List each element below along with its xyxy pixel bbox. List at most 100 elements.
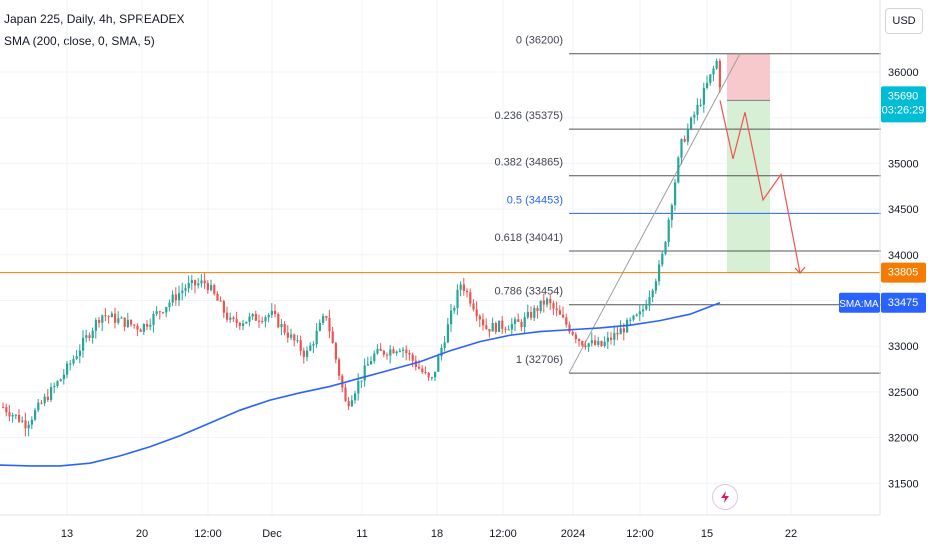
candle-body: [587, 343, 590, 348]
candle-body: [626, 320, 629, 333]
fib-level-label: 0.786 (33454): [495, 286, 564, 298]
candle-body: [235, 319, 238, 323]
candle-body: [50, 387, 53, 401]
candle-body: [392, 349, 395, 354]
candle-body: [117, 318, 120, 323]
candle-body: [664, 241, 667, 254]
candle-body: [219, 300, 222, 302]
candle-body: [350, 400, 353, 407]
fib-level-label: 1 (32706): [516, 354, 563, 366]
candle-body: [366, 364, 369, 366]
candle-body: [264, 317, 267, 322]
candlestick-series: [2, 58, 721, 437]
candle-body: [594, 340, 597, 345]
price-tick-label: 34500: [888, 204, 919, 216]
price-tick-label: 36000: [888, 67, 919, 79]
candle-body: [603, 341, 606, 347]
candle-body: [238, 322, 241, 326]
candle-body: [443, 342, 446, 348]
time-tick-label: 22: [785, 528, 797, 540]
candle-body: [200, 280, 203, 284]
time-tick-label: 12:00: [489, 528, 517, 540]
candle-body: [107, 316, 110, 318]
candle-body: [360, 380, 363, 382]
candle-body: [30, 419, 33, 425]
candle-body: [91, 330, 94, 338]
candle-body: [293, 334, 296, 341]
price-tick-label: 34000: [888, 250, 919, 262]
candle-body: [203, 280, 206, 284]
stop-zone: [727, 53, 770, 101]
line-price-label-text: 33805: [888, 267, 919, 279]
candle-body: [59, 379, 62, 382]
candle-body: [690, 117, 693, 129]
candle-body: [411, 354, 414, 361]
candle-body: [456, 289, 459, 308]
price-tick-label: 32500: [888, 387, 919, 399]
time-tick-label: 11: [356, 528, 367, 540]
candle-body: [110, 313, 113, 318]
fib-level-label: 0.236 (35375): [495, 110, 564, 122]
time-tick-label: 2024: [561, 528, 585, 540]
candle-body: [354, 393, 357, 401]
candle-body: [229, 317, 232, 320]
projection-path[interactable]: [719, 100, 806, 274]
candle-body: [126, 319, 129, 327]
candle-body: [382, 350, 385, 355]
candle-body: [699, 104, 702, 106]
short-position-tool[interactable]: [727, 53, 770, 273]
candle-body: [642, 309, 645, 312]
candle-body: [325, 316, 328, 318]
candle-body: [488, 329, 491, 332]
candle-body: [517, 319, 520, 322]
flash-icon[interactable]: [712, 484, 738, 510]
candle-body: [155, 311, 158, 314]
candle-body: [280, 323, 283, 328]
candle-body: [21, 420, 24, 422]
candle-body: [472, 303, 475, 310]
candle-body: [706, 82, 709, 88]
candle-body: [248, 316, 251, 322]
currency-button[interactable]: USD: [885, 8, 923, 34]
candle-body: [427, 372, 430, 378]
candle-body: [677, 157, 680, 183]
candle-body: [290, 334, 293, 338]
candle-body: [72, 358, 75, 364]
candle-body: [75, 356, 78, 359]
candle-body: [328, 317, 331, 332]
fibonacci-retracement[interactable]: 0 (36200) 0.236 (35375) 0.382 (34865) 0.5 (…: [495, 35, 882, 374]
candle-body: [613, 332, 616, 340]
candle-body: [542, 300, 545, 305]
candle-body: [62, 374, 65, 380]
projection-zigzag: [719, 100, 801, 274]
candle-body: [520, 321, 523, 328]
candle-body: [680, 139, 683, 158]
candle-body: [18, 414, 21, 422]
candle-body: [347, 401, 350, 407]
price-tick-label: 31500: [888, 478, 919, 490]
candle-body: [408, 352, 411, 355]
candle-body: [651, 290, 654, 298]
last-price-label-bg: [881, 86, 926, 123]
candle-body: [565, 317, 568, 325]
sma-path: [0, 302, 721, 467]
candle-body: [558, 310, 561, 315]
line-price-label-bg: [881, 262, 926, 283]
time-axis[interactable]: 13 20 12:00 Dec 11 18 12:00 2024 12:00 15 22: [61, 528, 797, 540]
candle-body: [571, 331, 574, 335]
candle-body: [434, 371, 437, 378]
candle-body: [222, 301, 225, 313]
indicator-legend[interactable]: SMA (200, close, 0, SMA, 5): [4, 34, 155, 48]
candle-body: [584, 345, 587, 348]
candle-body: [514, 319, 517, 324]
candle-body: [667, 219, 670, 242]
candle-body: [581, 341, 584, 346]
candle-body: [510, 323, 513, 330]
candle-body: [85, 335, 88, 338]
time-tick-label: 15: [701, 528, 713, 540]
candle-body: [187, 283, 190, 289]
candle-body: [693, 114, 696, 118]
candle-body: [98, 319, 101, 323]
time-tick-label: 20: [136, 528, 148, 540]
